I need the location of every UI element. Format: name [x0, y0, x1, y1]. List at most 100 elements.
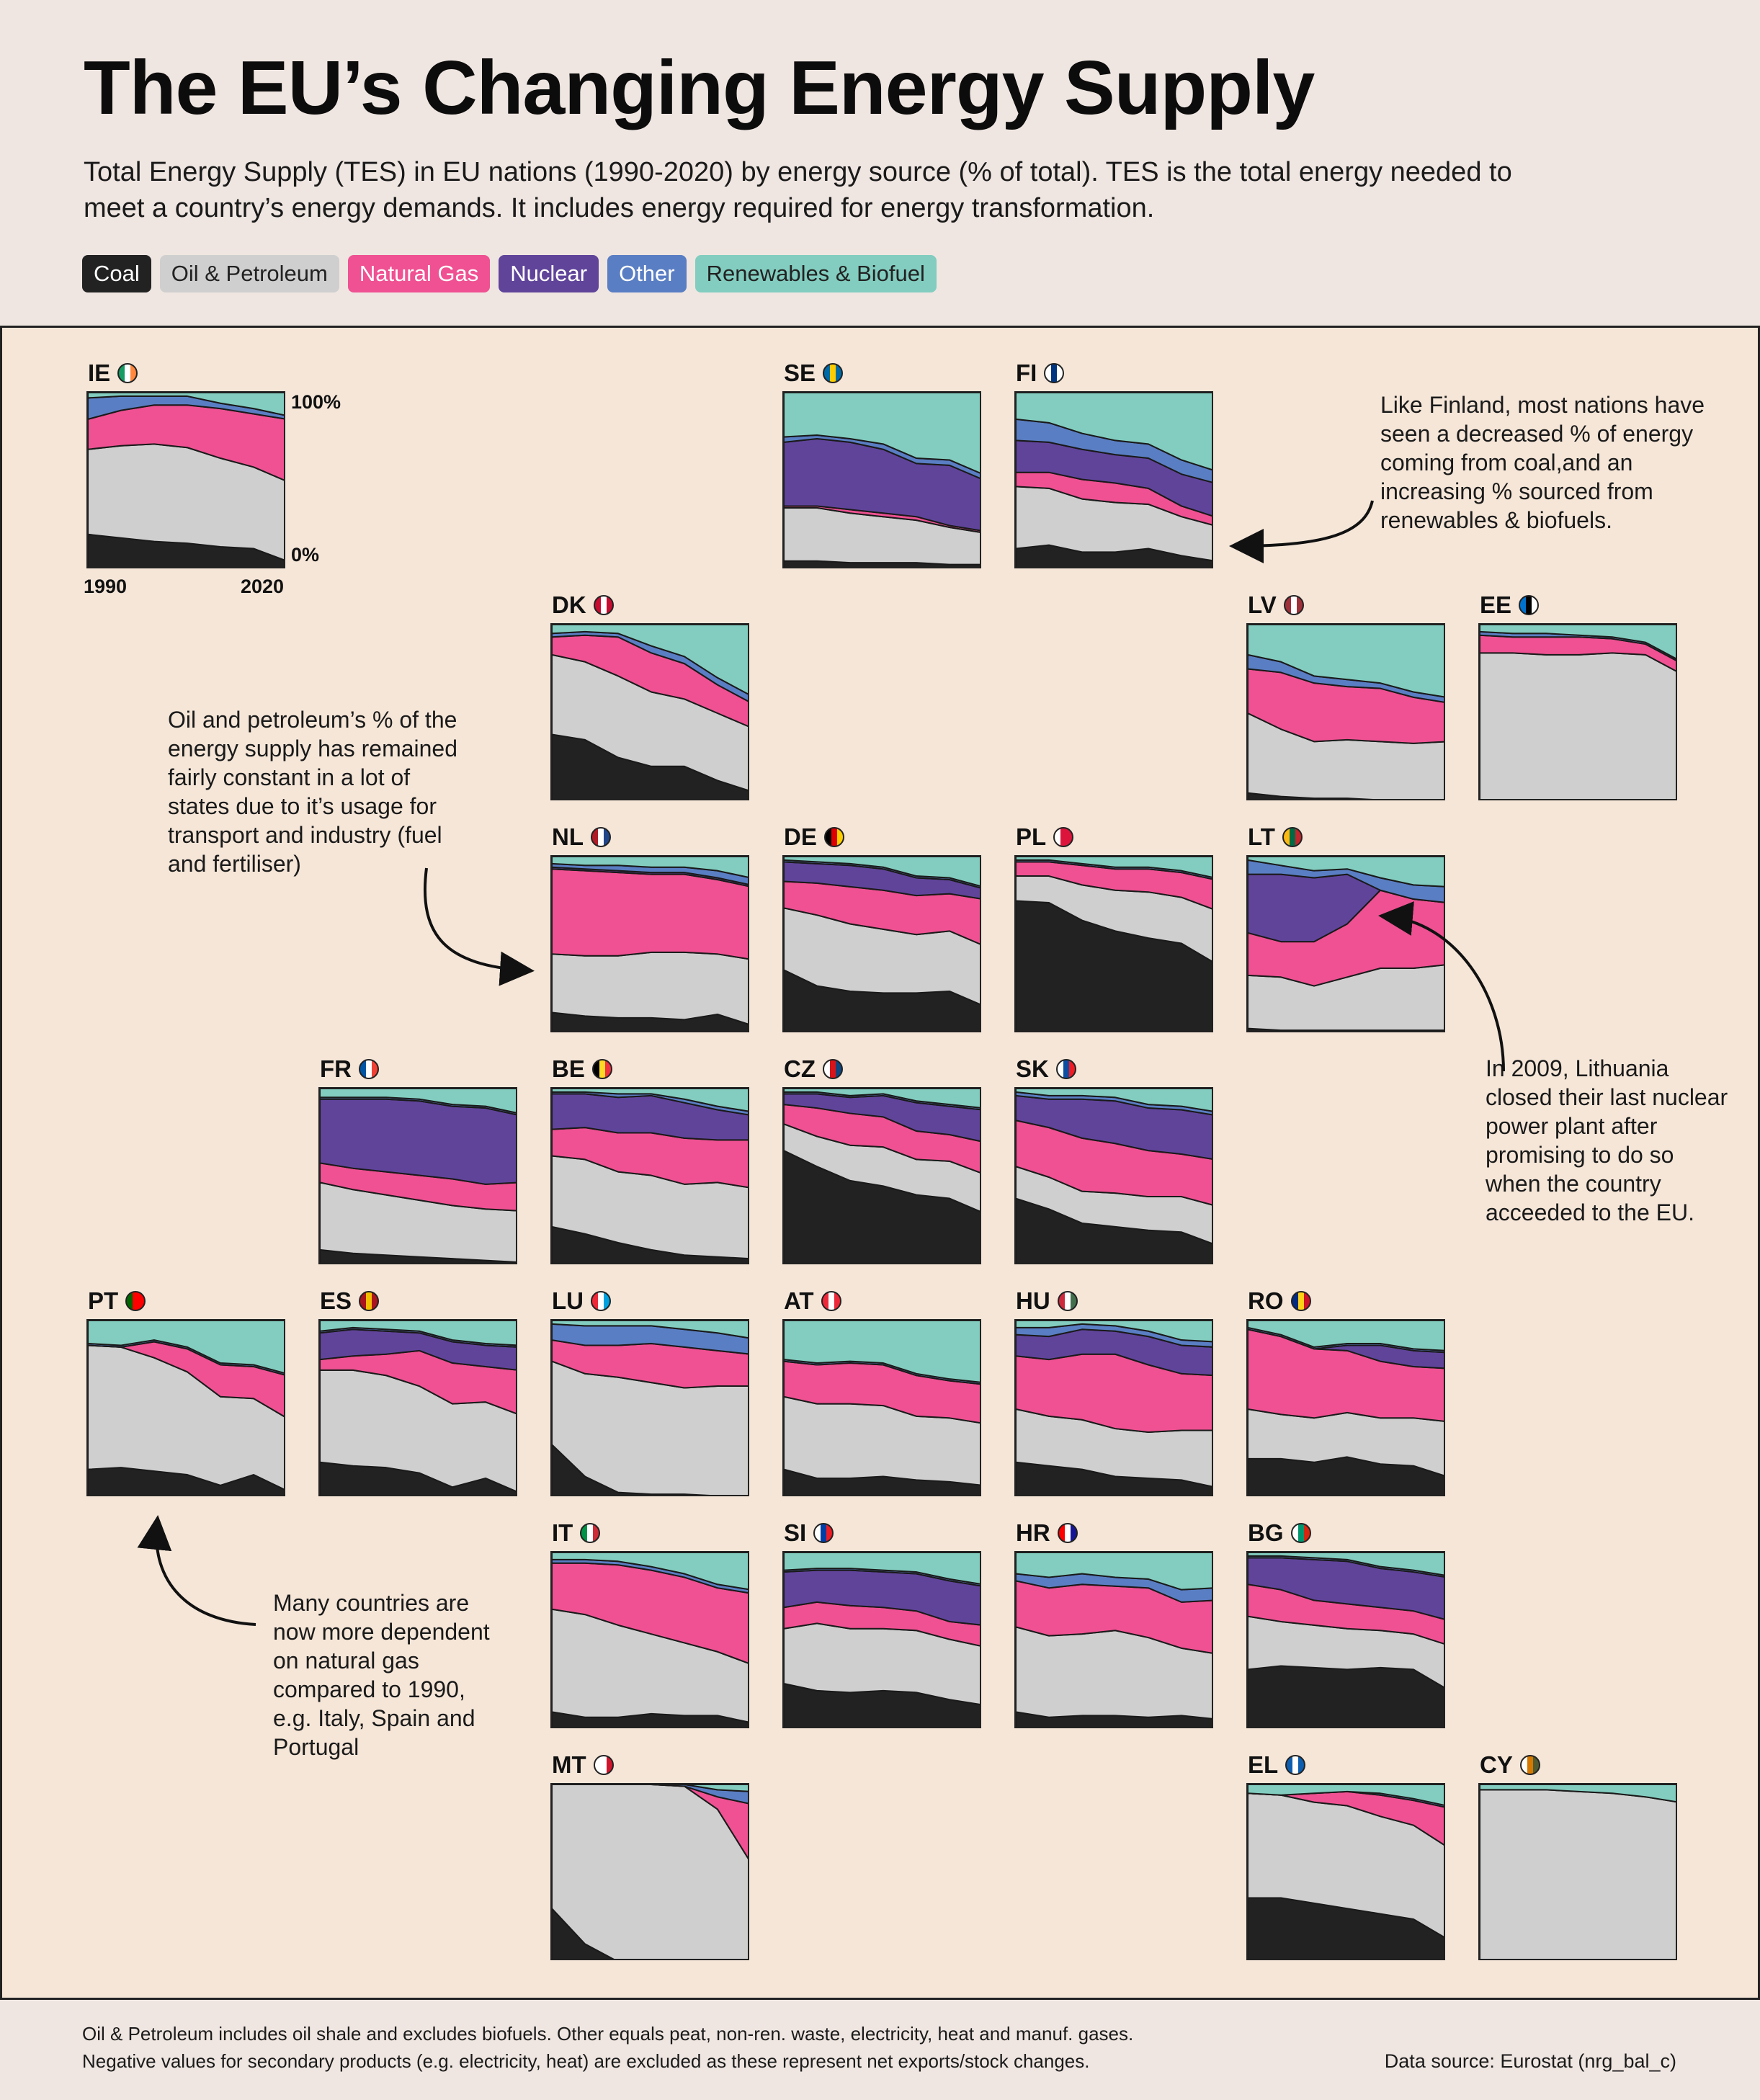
- stacked-area-svg: [1480, 1784, 1676, 1959]
- country-label-ee: EE: [1480, 591, 1540, 620]
- area-renewables-biofuel: [1248, 625, 1444, 698]
- country-code: DE: [784, 823, 817, 850]
- area-renewables-biofuel: [552, 1552, 748, 1591]
- country-label-ro: RO: [1248, 1287, 1311, 1315]
- flag-icon: [813, 1523, 834, 1543]
- flag-icon: [1290, 1291, 1311, 1311]
- flag-icon: [1057, 1291, 1078, 1311]
- flag-icon: [823, 363, 844, 383]
- flag-icon: [821, 1291, 841, 1311]
- area-renewables-biofuel: [1248, 1784, 1444, 1806]
- flag-icon: [359, 1291, 380, 1311]
- area-renewables-biofuel: [784, 1089, 980, 1109]
- area-renewables-biofuel: [1248, 857, 1444, 888]
- area-renewables-biofuel: [1016, 393, 1212, 471]
- flag-icon: [593, 1755, 614, 1775]
- country-label-bg: BG: [1248, 1519, 1311, 1547]
- area-renewables-biofuel: [1480, 1784, 1676, 1802]
- legend-item-renewables-biofuel: Renewables & Biofuel: [694, 255, 937, 292]
- annotation-lithuania: In 2009, Lithuania closed their last nuc…: [1486, 1055, 1728, 1225]
- stacked-area-svg: [1248, 625, 1444, 799]
- area-renewables-biofuel: [784, 1552, 980, 1585]
- country-chart-es: [318, 1319, 517, 1496]
- stacked-area-svg: [1480, 625, 1676, 799]
- country-label-ie: IE: [88, 359, 138, 388]
- country-code: AT: [784, 1287, 814, 1314]
- country-code: IE: [88, 359, 111, 386]
- area-oil-petroleum: [552, 1784, 748, 1959]
- country-code: MT: [552, 1751, 586, 1778]
- flag-icon: [1044, 363, 1065, 383]
- country-chart-ee: [1478, 623, 1677, 800]
- country-code: PT: [88, 1287, 119, 1314]
- country-chart-hu: [1014, 1319, 1213, 1496]
- country-chart-be: [550, 1087, 749, 1264]
- area-coal: [552, 1908, 615, 1959]
- country-code: ES: [320, 1287, 352, 1314]
- flag-icon: [823, 827, 844, 847]
- flag-icon: [1282, 827, 1303, 847]
- country-code: EL: [1248, 1751, 1279, 1778]
- area-renewables-biofuel: [784, 857, 980, 887]
- stacked-area-svg: [784, 857, 980, 1031]
- area-renewables-biofuel: [1248, 1552, 1444, 1576]
- flag-icon: [1055, 1059, 1076, 1079]
- stacked-area-svg: [784, 1089, 980, 1263]
- country-code: EE: [1480, 591, 1512, 618]
- country-label-fr: FR: [320, 1055, 379, 1083]
- flag-icon: [125, 1291, 146, 1311]
- stacked-area-svg: [1248, 857, 1444, 1031]
- legend-item-other: Other: [607, 255, 687, 292]
- stacked-area-svg: [552, 1089, 748, 1263]
- stacked-area-svg: [88, 393, 284, 567]
- flag-icon: [1519, 595, 1540, 615]
- country-chart-nl: [550, 855, 749, 1032]
- area-renewables-biofuel: [320, 1089, 516, 1114]
- country-chart-bg: [1246, 1551, 1445, 1728]
- country-chart-hr: [1014, 1551, 1213, 1728]
- flag-icon: [1290, 1523, 1311, 1543]
- country-code: RO: [1248, 1287, 1284, 1314]
- legend-item-nuclear: Nuclear: [499, 255, 599, 292]
- country-code: BG: [1248, 1519, 1284, 1546]
- stacked-area-svg: [1248, 1552, 1444, 1727]
- stacked-area-svg: [1016, 1321, 1212, 1495]
- area-renewables-biofuel: [552, 625, 748, 695]
- stacked-area-svg: [784, 1552, 980, 1727]
- area-renewables-biofuel: [1016, 1089, 1212, 1112]
- annotation-finland: Like Finland, most nations have seen a d…: [1380, 392, 1705, 533]
- flag-icon: [591, 1291, 611, 1311]
- legend-item-coal: Coal: [82, 255, 151, 292]
- country-code: SI: [784, 1519, 807, 1546]
- country-label-pl: PL: [1016, 823, 1074, 852]
- country-code: NL: [552, 823, 584, 850]
- country-code: FI: [1016, 359, 1037, 386]
- footer: Oil & Petroleum includes oil shale and e…: [0, 1998, 1760, 2100]
- flag-icon: [1057, 1523, 1078, 1543]
- stacked-area-svg: [552, 1321, 748, 1495]
- country-code: IT: [552, 1519, 573, 1546]
- country-label-hu: HU: [1016, 1287, 1078, 1315]
- area-oil-petroleum: [552, 951, 748, 1025]
- annotation-oil: Oil and petroleum’s % of the energy supp…: [168, 707, 458, 877]
- country-code: HR: [1016, 1519, 1050, 1546]
- stacked-area-svg: [1016, 393, 1212, 567]
- axis-label-100: 100%: [291, 391, 341, 413]
- country-chart-cz: [782, 1087, 981, 1264]
- country-chart-dk: [550, 623, 749, 800]
- stacked-area-svg: [1016, 1089, 1212, 1263]
- axis-label-start-year: 1990: [84, 576, 128, 597]
- area-renewables-biofuel: [1480, 625, 1676, 660]
- country-chart-mt: [550, 1783, 749, 1960]
- country-label-de: DE: [784, 823, 844, 852]
- area-renewables-biofuel: [88, 393, 284, 416]
- stacked-area-svg: [320, 1321, 516, 1495]
- country-chart-ro: [1246, 1319, 1445, 1496]
- stacked-area-svg: [1016, 1552, 1212, 1727]
- flag-icon: [580, 1523, 601, 1543]
- country-chart-lu: [550, 1319, 749, 1496]
- stacked-area-svg: [88, 1321, 284, 1495]
- legend-item-oil-petroleum: Oil & Petroleum: [159, 255, 339, 292]
- area-oil-petroleum: [1480, 652, 1676, 799]
- area-renewables-biofuel: [552, 1784, 748, 1792]
